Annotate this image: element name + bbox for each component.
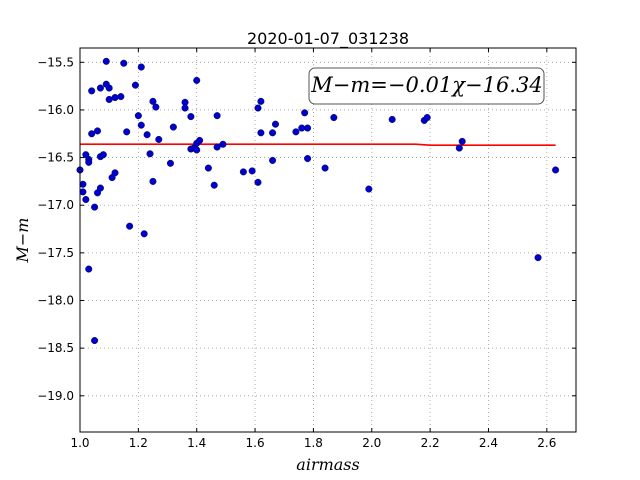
data-point <box>204 164 212 172</box>
data-point <box>99 151 107 159</box>
data-point <box>105 84 113 92</box>
data-point <box>365 185 373 193</box>
data-point <box>111 94 119 102</box>
x-tick-label: 1.4 <box>187 436 206 450</box>
data-point <box>321 164 329 172</box>
grid <box>79 48 576 432</box>
data-point <box>123 128 131 136</box>
plot-frame <box>79 47 577 433</box>
x-tick-label: 2.4 <box>479 436 498 450</box>
data-point <box>137 121 145 129</box>
data-point <box>257 97 265 105</box>
data-point <box>134 112 142 120</box>
fit-annotation: M−m=−0.01χ−16.34 <box>308 67 545 105</box>
fit-line-layer <box>80 143 556 146</box>
data-point <box>304 124 312 132</box>
data-point <box>152 103 160 111</box>
axis-ticks: 1.0 1.2 1.4 1.6 1.8 2.0 2.2 2.4 2.6 −15.5 −16.0 −16… <box>37 48 576 450</box>
data-point <box>117 93 125 101</box>
data-point <box>271 120 279 128</box>
y-tick-label: −15.5 <box>37 55 74 69</box>
data-point <box>96 84 104 92</box>
data-point <box>552 166 560 174</box>
data-point <box>88 130 96 138</box>
data-point <box>534 254 542 262</box>
data-point <box>269 129 277 137</box>
data-point <box>79 180 87 188</box>
y-tick-label: −17.5 <box>37 246 74 260</box>
x-tick-label: 1.6 <box>246 436 265 450</box>
data-point <box>455 144 463 152</box>
data-point <box>137 63 145 71</box>
x-tick-label: 2.0 <box>362 436 381 450</box>
y-tick-label: −18.5 <box>37 341 74 355</box>
annotation-box <box>308 67 545 105</box>
data-point <box>169 123 177 131</box>
annotation-text: M−m=−0.01χ−16.34 <box>310 73 542 97</box>
data-point <box>458 137 466 145</box>
data-point <box>155 135 163 143</box>
y-tick-label: −16.5 <box>37 151 74 165</box>
y-tick-label: −17.0 <box>37 198 74 212</box>
data-point <box>219 140 227 148</box>
data-point <box>239 168 247 176</box>
data-point <box>149 177 157 185</box>
data-point <box>254 178 262 186</box>
data-point <box>388 115 396 123</box>
data-point <box>85 158 93 166</box>
x-tick-label: 2.2 <box>421 436 440 450</box>
data-point <box>213 143 221 151</box>
data-point <box>330 114 338 122</box>
data-point <box>196 136 204 144</box>
data-point <box>193 76 201 84</box>
data-point <box>91 337 99 345</box>
data-point <box>257 129 265 137</box>
data-point <box>111 169 119 177</box>
data-point <box>146 150 154 158</box>
y-tick-label: −18.0 <box>37 294 74 308</box>
data-point <box>254 104 262 112</box>
data-point <box>102 57 110 65</box>
data-point <box>213 112 221 120</box>
y-tick-label: −16.0 <box>37 103 74 117</box>
data-point <box>210 181 218 189</box>
x-tick-label: 2.6 <box>537 436 556 450</box>
x-tick-label: 1.0 <box>70 436 89 450</box>
data-point <box>85 265 93 273</box>
data-point <box>79 188 87 196</box>
data-point <box>423 114 431 122</box>
data-point <box>94 127 102 135</box>
fit-line <box>80 143 556 146</box>
data-point <box>149 97 157 105</box>
data-point <box>120 59 128 67</box>
y-axis-label: M−m <box>13 218 32 264</box>
data-point <box>91 203 99 211</box>
x-axis-label: airmass <box>296 455 359 474</box>
chart-title: 2020-01-07_031238 <box>247 29 409 49</box>
data-point <box>301 109 309 117</box>
data-point <box>193 146 201 154</box>
data-point <box>105 95 113 103</box>
data-point <box>82 196 90 204</box>
data-point <box>248 167 256 175</box>
y-tick-label: −19.0 <box>37 389 74 403</box>
data-point <box>126 222 134 230</box>
data-point <box>143 131 151 139</box>
data-point <box>166 159 174 167</box>
data-point <box>131 81 139 89</box>
data-points <box>76 57 560 345</box>
data-point <box>304 155 312 163</box>
data-point <box>88 87 96 95</box>
data-point <box>269 156 277 164</box>
data-point <box>96 184 104 192</box>
x-tick-label: 1.2 <box>129 436 148 450</box>
data-point <box>298 124 306 132</box>
data-point <box>292 128 300 136</box>
data-point <box>181 104 189 112</box>
data-point <box>187 113 195 121</box>
x-tick-label: 1.8 <box>304 436 323 450</box>
data-point <box>140 230 148 238</box>
